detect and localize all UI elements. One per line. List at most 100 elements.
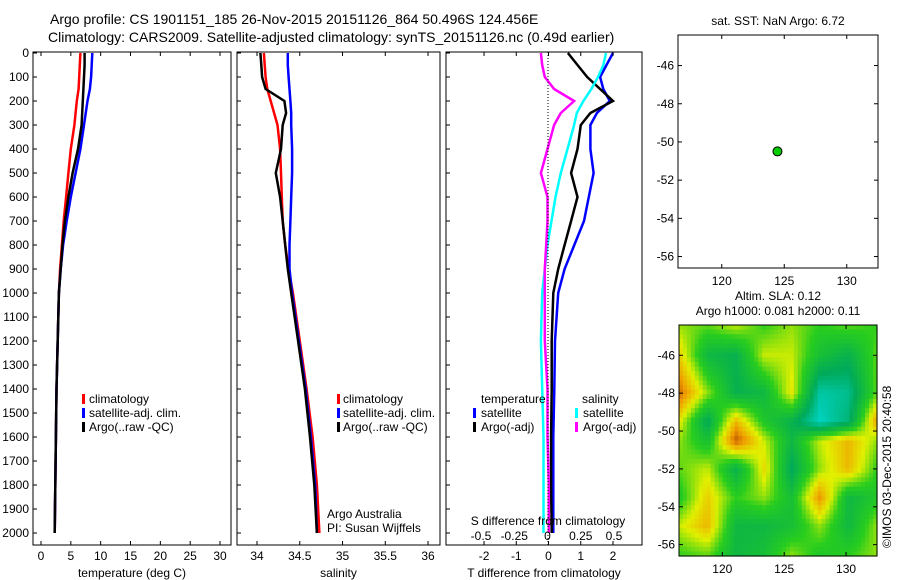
heatmap-cell [690,482,696,488]
heatmap-cell [702,394,708,400]
difference-line-temperature-satellite [552,52,615,533]
heatmap-cell [762,325,767,331]
heatmap-cell [861,537,866,543]
heatmap-cell [730,412,736,418]
heatmap-cell [797,551,803,557]
heatmap-cell [837,551,842,557]
heatmap-cell [841,334,846,340]
heatmap-cell [710,352,716,358]
heatmap-cell [738,440,743,446]
heatmap-cell [754,380,759,386]
heatmap-cell [710,348,716,354]
heatmap-cell [690,361,696,368]
heatmap-cell [793,495,799,502]
heatmap-cell [718,458,724,465]
legend-label: Argo(..raw -QC) [89,420,174,434]
heatmap-cell [813,366,819,372]
heatmap-cell [873,357,878,363]
heatmap-cell [702,403,708,409]
heatmap-cell [809,357,815,363]
heatmap-cell [837,389,842,395]
heatmap-cell [754,472,759,479]
heatmap-cell [801,343,807,349]
heatmap-cell [837,417,842,423]
heatmap-cell [702,334,708,340]
heatmap-cell [730,417,736,423]
heatmap-cell [730,468,736,474]
heatmap-cell [750,449,755,455]
heatmap-cell [833,357,838,363]
heatmap-cell [714,486,720,492]
heatmap-cell [841,532,846,539]
heatmap-cell [778,417,783,423]
heatmap-cell [706,361,712,368]
heatmap-cell [821,472,827,479]
heatmap-cell [849,495,854,502]
heatmap-cell [857,440,862,446]
heatmap-cell [774,366,779,372]
heatmap-cell [865,440,870,446]
heatmap-cell [774,398,779,405]
heatmap-cell [781,500,787,506]
heatmap-cell [686,380,692,386]
heatmap-cell [865,458,870,465]
heatmap-cell [837,385,842,391]
heatmap-cell [809,458,815,465]
heatmap-cell [774,348,779,354]
heatmap-cell [869,325,874,331]
heatmap-cell [849,445,854,451]
heatmap-cell [694,361,700,368]
heatmap-cell [738,371,743,377]
heatmap-cell [710,505,716,511]
heatmap-cell [690,403,696,409]
heatmap-cell [722,380,728,386]
heatmap-cell [869,486,874,492]
heatmap-cell [738,366,743,372]
heatmap-cell [718,385,724,391]
argo-location-marker [772,146,783,157]
heatmap-cell [778,519,783,525]
heatmap-cell [734,472,739,479]
heatmap-cell [865,371,870,377]
heatmap-cell [809,343,815,349]
heatmap-cell [698,514,704,520]
heatmap-cell [694,542,700,548]
heatmap-cell [754,417,759,423]
heatmap-cell [694,454,700,460]
heatmap-cell [706,348,712,354]
heatmap-cell [702,422,708,428]
heatmap-cell [817,375,823,382]
heatmap-cell [778,343,783,349]
heatmap-cell [734,375,739,382]
heatmap-cell [734,482,739,488]
heatmap-cell [869,463,874,469]
heatmap-cell [718,551,724,557]
heatmap-cell [813,454,819,460]
heatmap-cell [698,398,704,405]
heatmap-cell [865,366,870,372]
heatmap-cell [845,523,850,529]
heatmap-cell [682,454,688,460]
heatmap-cell [770,435,775,442]
heatmap-cell [853,431,858,437]
heatmap-cell [865,385,870,391]
heatmap-cell [746,380,751,386]
heatmap-cell [750,454,755,460]
heatmap-cell [809,389,815,395]
depth-tick-label: 1400 [2,382,29,396]
heatmap-cell [865,408,870,414]
heatmap-cell [785,417,791,423]
heatmap-cell [841,357,846,363]
heatmap-cell [738,449,743,455]
heatmap-cell [781,505,787,511]
heatmap-cell [778,500,783,506]
heatmap-cell [853,385,858,391]
heatmap-cell [694,371,700,377]
heatmap-cell [869,458,874,465]
x-tick-label: 34 [250,549,264,563]
heatmap-cell [797,509,803,516]
heatmap-cell [738,477,743,483]
heatmap-cell [873,458,878,465]
heatmap-cell [698,505,704,511]
heatmap-cell [833,477,838,483]
